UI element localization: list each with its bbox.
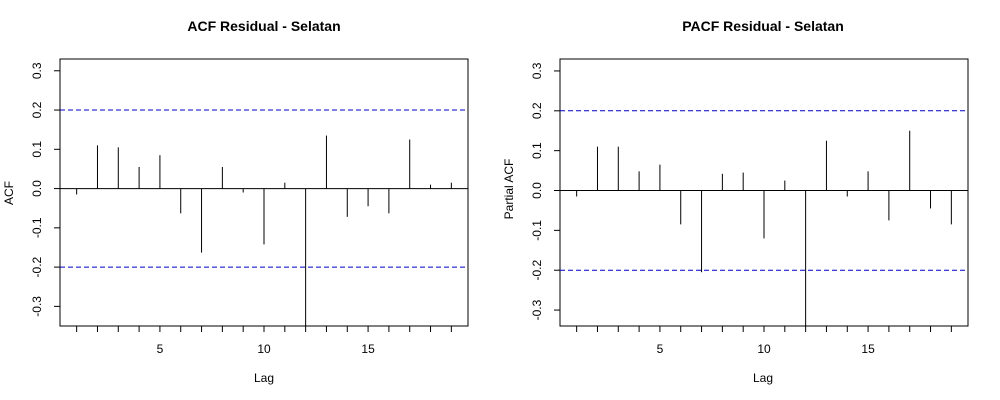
x-axis-label: Lag [753, 371, 773, 385]
acf-plot-area: 5 10 15 -0.3 -0.2 -0.1 0.0 0.1 0.2 0.3 [30, 59, 468, 356]
y-tick-label: -0.3 [30, 296, 44, 317]
acf-chart: ACF Residual - Selatan Lag ACF 5 10 15 -0.3… [2, 18, 468, 385]
y-tick-label: 0.0 [530, 182, 544, 199]
y-tick-label: -0.3 [530, 299, 544, 320]
pacf-chart: PACF Residual - Selatan Lag Partial ACF … [502, 18, 968, 385]
y-tick-label: -0.2 [30, 256, 44, 277]
y-axis-label: Partial ACF [502, 159, 516, 220]
chart-title: PACF Residual - Selatan [682, 18, 844, 34]
y-tick-label: 0.0 [30, 180, 44, 197]
pacf-plot-area: 5 10 15 -0.3 -0.2 -0.1 0.0 0.1 0.2 0.3 [530, 59, 968, 356]
y-axis-label: ACF [2, 181, 16, 205]
y-tick-label: -0.1 [30, 217, 44, 238]
y-tick-label: -0.1 [530, 220, 544, 241]
x-axis-label: Lag [254, 371, 274, 385]
y-tick-label: -0.2 [530, 260, 544, 281]
x-tick-label: 5 [157, 342, 164, 356]
y-tick-label: 0.3 [530, 62, 544, 79]
x-tick-label: 5 [657, 342, 664, 356]
x-tick-label: 15 [361, 342, 375, 356]
x-tick-label: 10 [257, 342, 271, 356]
y-tick-label: 0.3 [30, 62, 44, 79]
chart-title: ACF Residual - Selatan [187, 18, 340, 34]
x-tick-label: 15 [861, 342, 875, 356]
y-tick-label: 0.2 [530, 102, 544, 119]
y-tick-label: 0.1 [30, 141, 44, 158]
x-tick-label: 10 [757, 342, 771, 356]
y-tick-label: 0.2 [30, 101, 44, 118]
y-tick-label: 0.1 [530, 142, 544, 159]
